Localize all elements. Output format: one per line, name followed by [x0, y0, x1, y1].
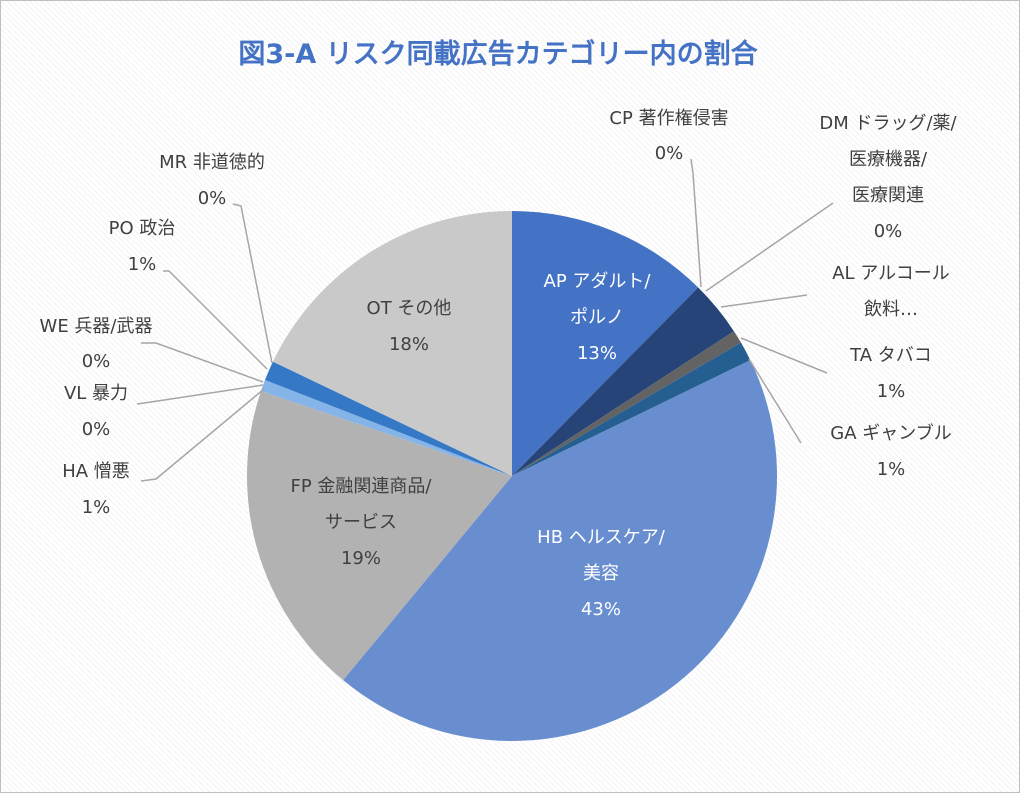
data-label-dm: 医療機器/: [849, 149, 928, 170]
leader-line-we: [141, 342, 264, 383]
data-label-vl: VL 暴力: [64, 383, 128, 404]
data-label-po: PO 政治: [109, 218, 176, 239]
data-label-mr: MR 非道徳的: [159, 152, 265, 173]
data-label-dm: 医療関連: [852, 185, 924, 206]
data-label-pct-cp: 0%: [655, 143, 684, 164]
data-label-al: 飲料…: [864, 299, 918, 320]
chart-title: 図3-A リスク同載広告カテゴリー内の割合: [238, 38, 757, 70]
leader-line-ta: [740, 337, 828, 374]
pie-slice-ot: [272, 211, 512, 476]
data-label-we: WE 兵器/武器: [40, 316, 153, 337]
data-label-pct-we: 0%: [82, 351, 111, 372]
data-label-dm: DM ドラッグ/薬/: [819, 113, 957, 134]
data-label-pct-hb: 43%: [581, 599, 621, 620]
data-label-ot: OT その他: [367, 298, 452, 319]
data-label-pct-dm: 0%: [874, 221, 903, 242]
data-label-fp: サービス: [325, 512, 397, 533]
data-label-fp: FP 金融関連商品/: [291, 476, 433, 497]
leader-line-al: [720, 294, 808, 308]
leader-line-cp: [690, 158, 702, 288]
data-label-ta: TA タバコ: [849, 345, 932, 366]
leader-line-dm: [705, 202, 834, 292]
data-label-ap: ポルノ: [570, 307, 624, 328]
data-label-ap: AP アダルト/: [544, 271, 652, 292]
data-label-pct-mr: 0%: [198, 188, 227, 209]
leader-line-ga: [748, 358, 802, 444]
data-label-pct-ta: 1%: [877, 381, 906, 402]
data-label-pct-vl: 0%: [82, 419, 111, 440]
data-label-ga: GA ギャンブル: [830, 422, 951, 444]
pie-slice-hb: [343, 360, 778, 741]
data-label-ha: HA 憎悪: [62, 461, 130, 482]
pie-slice-fp: [247, 390, 512, 681]
leader-line-vl: [136, 384, 264, 405]
pie-slice-ta: [512, 342, 751, 476]
data-label-pct-ha: 1%: [82, 497, 111, 518]
pie-slice-al: [512, 331, 741, 476]
pie-slice-ap: [512, 211, 699, 476]
pie-slice-dm: [512, 287, 734, 476]
pie-slice-ha: [261, 379, 512, 476]
data-label-pct-ap: 13%: [577, 343, 617, 364]
data-label-pct-fp: 19%: [341, 548, 381, 569]
data-label-al: AL アルコール: [832, 263, 950, 284]
data-label-pct-ot: 18%: [389, 334, 429, 355]
pie-slice-po: [265, 361, 512, 476]
leader-line-mr: [232, 203, 273, 364]
data-label-cp: CP 著作権侵害: [609, 108, 728, 129]
data-label-hb: HB ヘルスケア/: [537, 527, 666, 548]
leader-line-ha: [140, 388, 265, 482]
data-label-hb: 美容: [583, 563, 619, 584]
data-label-pct-po: 1%: [128, 254, 157, 275]
leader-line-po: [163, 270, 268, 370]
data-label-pct-ga: 1%: [877, 459, 906, 480]
